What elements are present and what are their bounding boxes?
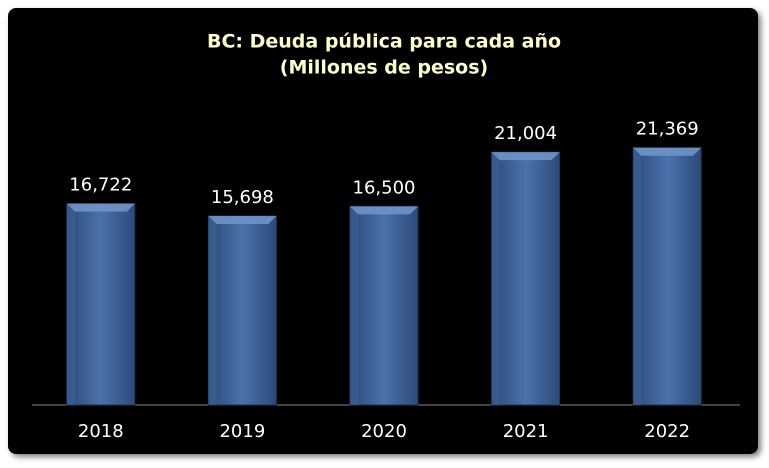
bar-bevel [633, 147, 642, 406]
x-tick-label: 2019 [219, 421, 265, 442]
bar [207, 215, 277, 406]
bar [632, 147, 702, 406]
bar-bevel [350, 206, 418, 215]
bar-bevel [208, 215, 217, 405]
x-tick-label: 2020 [361, 421, 407, 442]
bar-body [207, 215, 277, 406]
x-tick-label: 2021 [503, 421, 549, 442]
data-label: 16,500 [353, 177, 416, 198]
x-tick-label: 2018 [78, 421, 124, 442]
bar-body [349, 205, 419, 406]
bar-bevel [66, 203, 75, 405]
chart-subtitle: (Millones de pesos) [280, 57, 488, 79]
bar-bevel [491, 152, 500, 405]
data-label: 21,369 [636, 119, 699, 140]
bar-bevel [350, 206, 358, 405]
bar-bevel [633, 147, 702, 156]
data-label: 15,698 [211, 187, 274, 208]
bar-bevel [66, 203, 135, 212]
bar-bevel [491, 152, 560, 161]
bar-body [632, 147, 702, 406]
bar [349, 205, 419, 406]
bar-body [66, 203, 136, 406]
bar-body [491, 151, 561, 406]
bar [491, 151, 561, 406]
bar-bevel [208, 215, 277, 224]
data-label: 16,722 [69, 175, 132, 196]
bar [66, 203, 136, 406]
chart-title: BC: Deuda pública para cada año [207, 31, 561, 53]
data-label: 21,004 [494, 123, 557, 144]
x-tick-label: 2022 [644, 421, 690, 442]
